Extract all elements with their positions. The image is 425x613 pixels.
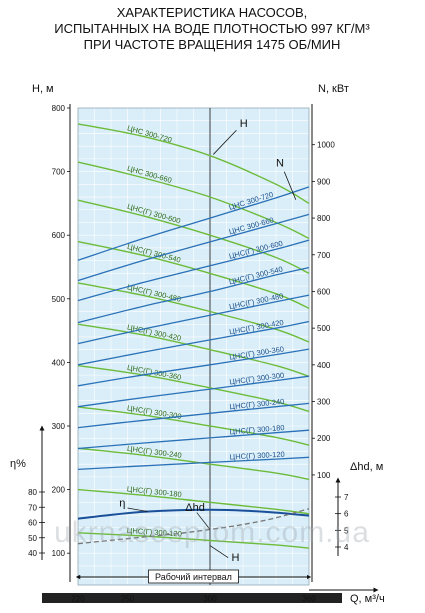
y-axis-head-title: Н, м [32,83,54,95]
head-curve [77,199,310,275]
tick-label-power: 100 [317,471,331,480]
y-axis-power-title: N, кВт [318,83,349,95]
power-curve [77,375,310,408]
tick-label-power: 600 [317,287,331,296]
head-curve [77,282,310,343]
head-curve [77,161,310,240]
plot-layer: 100 200 300 400 500 600 700 800 100 200 300 400 500 6… [28,104,379,604]
x-axis-bar [42,593,342,603]
tick-label-x: 220 [71,595,85,604]
efficiency-leader [127,507,148,512]
tick-label-efficiency: 70 [28,503,37,512]
npsh-leader [196,512,211,530]
tick-label-npsh: 6 [344,510,349,519]
y-axis-efficiency-title: η% [10,458,26,470]
tick-label-power: 800 [317,214,331,223]
power-curve [77,320,310,366]
power-curve [77,294,310,345]
tick-label-power: 500 [317,324,331,333]
tick-label-head: 400 [52,358,66,367]
x-axis-title: Q, м³/ч [350,593,385,605]
head-guide-label: H [240,118,248,130]
tick-label-power: 900 [317,177,331,186]
power-curve [77,266,310,324]
tick-label-head: 700 [52,168,66,177]
head-curve [77,532,310,549]
working-interval-box [148,569,239,584]
tick-label-head: 500 [52,295,66,304]
power-curve [77,213,310,282]
head-guide-leader [213,129,237,155]
power-curve [77,402,310,429]
head-curve [77,323,310,378]
tick-label-efficiency: 80 [28,488,37,497]
power-curve [77,456,310,471]
tick-label-npsh: 7 [344,493,349,502]
tick-label-power: 300 [317,398,331,407]
power-guide-label: N [276,158,284,170]
grid [78,108,309,585]
watermark: ukrnasosprom.com.ua [54,516,370,549]
head-curve [77,240,310,309]
efficiency-curve-label: η [119,497,125,509]
tick-label-power: 1000 [317,141,335,150]
tick-label-head: 100 [52,549,66,558]
tick-label-head: 200 [52,486,66,495]
tick-label-head: 300 [52,422,66,431]
head-curve [77,406,310,446]
npsh-curve [77,508,310,545]
tick-label-power: 200 [317,434,331,443]
tick-label-power: 400 [317,361,331,370]
tick-label-efficiency: 40 [28,549,37,558]
head-curve-label: ЦНС(Г) 300-120 [127,526,183,539]
head-low-guide-leader [209,545,229,558]
power-curve [77,239,310,302]
working-interval-label: Рабочий интервал [155,572,232,582]
title-line-1: ХАРАКТЕРИСТИКА НАСОСОВ, [117,5,308,20]
power-curve [77,348,310,387]
npsh-curve-label: Δhd [185,502,205,514]
tick-label-x: 300 [203,595,217,604]
power-curve-label: ЦНС(Г) 300-120 [229,450,284,462]
power-curve [77,186,310,261]
head-curve [77,364,310,413]
title-line-2: ИСПЫТАННЫХ НА ВОДЕ ПЛОТНОСТЬЮ 997 КГ/М³ [54,21,370,36]
head-curve [77,488,310,515]
tick-label-efficiency: 60 [28,519,37,528]
tick-label-head: 600 [52,231,66,240]
head-curve [77,447,310,481]
power-curve [77,429,310,450]
tick-label-x: 360 [302,595,316,604]
head-low-guide-label: H [231,552,239,564]
tick-label-npsh: 4 [344,543,349,552]
efficiency-curve [77,508,310,520]
plot-frame [77,107,310,586]
y-axis-npsh-title: Δhd, м [350,461,383,473]
head-curve [77,123,310,205]
tick-label-efficiency: 50 [28,534,37,543]
tick-label-x: 250 [121,595,135,604]
tick-label-power: 700 [317,251,331,260]
tick-label-head: 800 [52,104,66,113]
title-line-3: ПРИ ЧАСТОТЕ ВРАЩЕНИЯ 1475 ОБ/МИН [84,37,341,52]
power-guide-leader [283,171,297,200]
power-curve-label: ЦНС(Г) 300-180 [229,423,285,436]
tick-label-npsh: 5 [344,526,349,535]
